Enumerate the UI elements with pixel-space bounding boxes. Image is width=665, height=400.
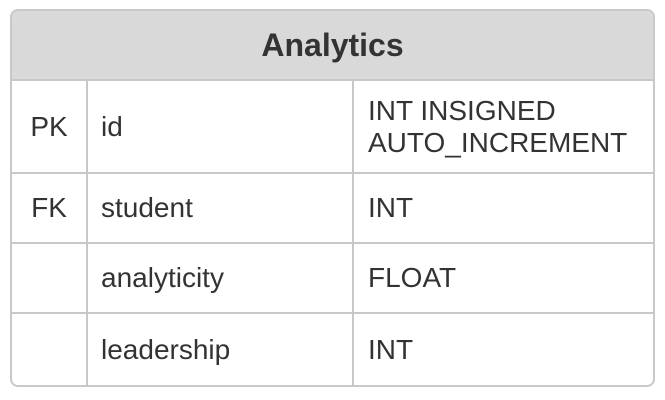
- column-name-cell: analyticity: [88, 244, 354, 312]
- table-row: analyticity FLOAT: [12, 244, 653, 314]
- column-type-cell: FLOAT: [368, 262, 457, 293]
- entity-header: Analytics: [12, 11, 653, 81]
- entity-table-analytics: Analytics PK id INT INSIGNED AUTO_INCREM…: [10, 9, 655, 387]
- column-name-cell: id: [88, 81, 354, 172]
- column-type-cell: INT: [368, 192, 414, 223]
- column-name-cell: leadership: [88, 314, 354, 385]
- table-row: PK id INT INSIGNED AUTO_INCREMENT: [12, 81, 653, 174]
- key-cell: [12, 244, 88, 312]
- entity-title: Analytics: [261, 26, 404, 63]
- column-name-cell: student: [88, 174, 354, 242]
- column-type-cell: INT INSIGNED AUTO_INCREMENT: [368, 94, 628, 158]
- table-row: FK student INT: [12, 174, 653, 244]
- column-type-cell: INT: [368, 334, 414, 365]
- table-row: leadership INT: [12, 314, 653, 385]
- entity-rows: PK id INT INSIGNED AUTO_INCREMENT FK stu…: [12, 81, 653, 385]
- key-cell: [12, 314, 88, 385]
- key-cell: FK: [12, 174, 88, 242]
- key-cell: PK: [12, 81, 88, 172]
